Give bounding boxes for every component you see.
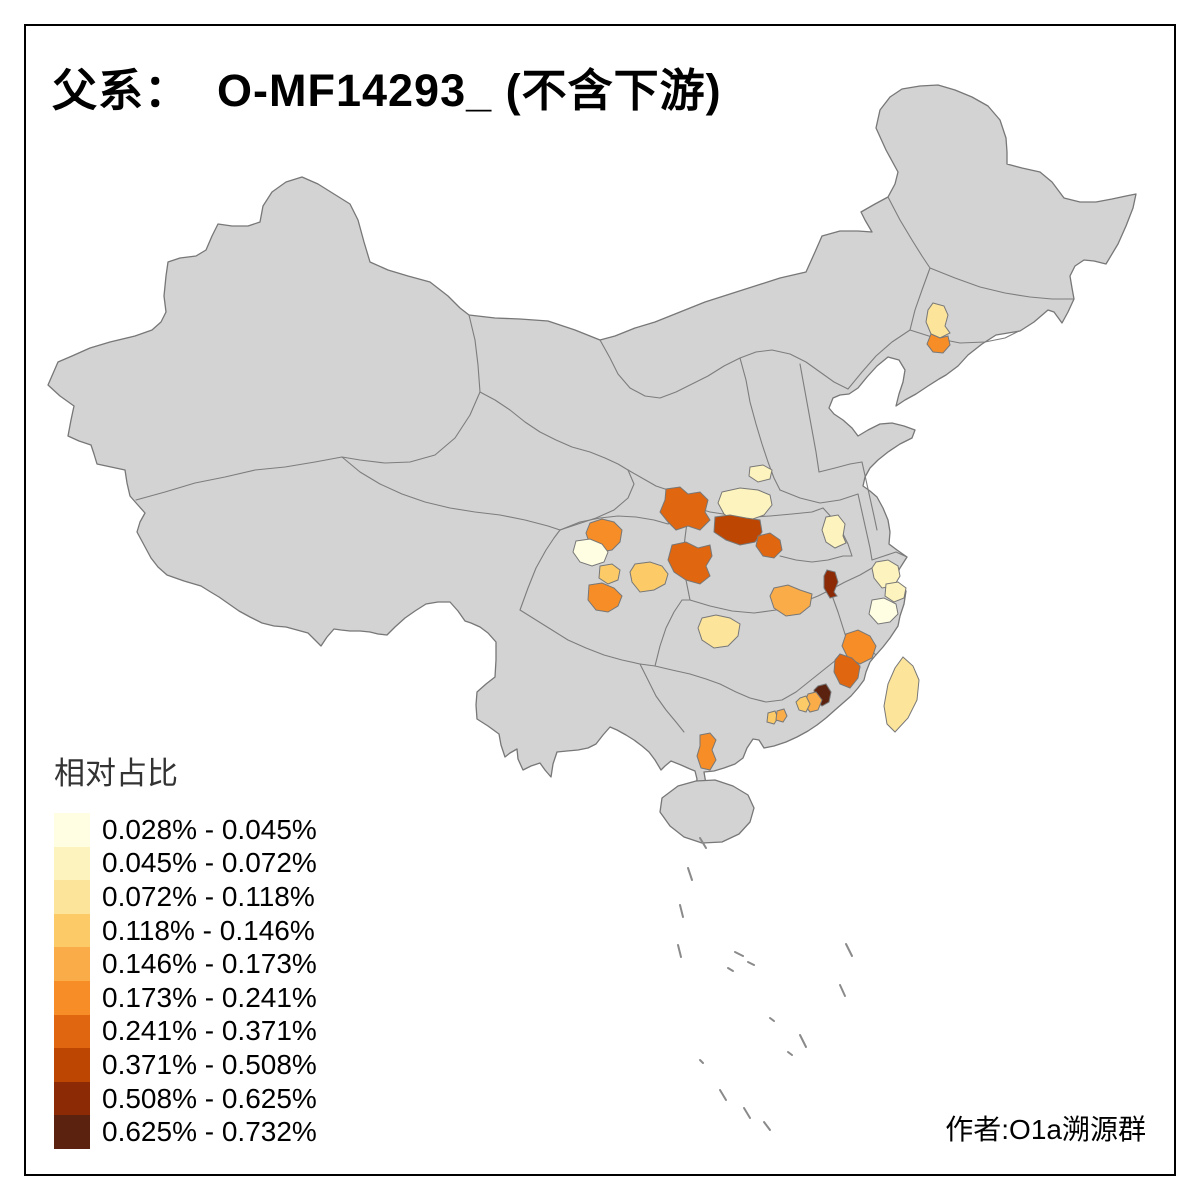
map-region-r03 xyxy=(659,486,711,531)
map-region-r27 xyxy=(775,708,788,723)
legend-row: 0.045% - 0.072% xyxy=(54,846,317,881)
map-region-r01 xyxy=(925,302,951,339)
legend-swatch xyxy=(54,980,90,1015)
map-region-r28 xyxy=(696,732,717,771)
legend-swatch xyxy=(54,1048,90,1082)
sea-islet-mark xyxy=(677,944,682,958)
map-region-r20 xyxy=(868,597,899,625)
hainan-island-shape xyxy=(659,779,755,844)
legend-range-label: 0.508% - 0.625% xyxy=(102,1082,317,1114)
map-region-r12 xyxy=(587,582,623,613)
map-region-r02 xyxy=(926,333,951,354)
legend-row: 0.508% - 0.625% xyxy=(54,1081,317,1116)
map-region-r22 xyxy=(833,653,861,689)
map-region-r26 xyxy=(766,710,779,725)
sea-islet-mark xyxy=(699,837,707,849)
sea-islet-mark xyxy=(743,1107,751,1119)
legend-range-label: 0.072% - 0.118% xyxy=(102,880,315,912)
legend-swatch xyxy=(54,846,90,881)
sea-islet-mark xyxy=(747,961,755,966)
plot-frame: 父系： O-MF14293_ (不含下游) 相对占比 0.028% - 0.04… xyxy=(24,24,1176,1176)
map-regions-layer xyxy=(572,302,951,771)
legend-row: 0.146% - 0.173% xyxy=(54,947,317,981)
legend-row: 0.241% - 0.371% xyxy=(54,1014,317,1049)
map-region-r13 xyxy=(629,561,669,593)
legend-range-label: 0.146% - 0.173% xyxy=(102,948,317,980)
map-region-r14 xyxy=(667,541,713,585)
map-region-r04 xyxy=(717,487,773,523)
legend-range-label: 0.241% - 0.371% xyxy=(102,1015,317,1047)
sea-islet-mark xyxy=(679,904,684,918)
province-borders xyxy=(135,196,1075,733)
legend-range-label: 0.173% - 0.241% xyxy=(102,981,317,1013)
author-credit: 作者:O1a溯源群 xyxy=(945,1114,1146,1145)
legend-range-label: 0.045% - 0.072% xyxy=(102,847,317,879)
map-region-r15 xyxy=(697,614,741,649)
sea-islet-mark xyxy=(727,967,734,972)
legend: 相对占比 0.028% - 0.045% 0.045% - 0.072% 0.072… xyxy=(54,748,317,1149)
sea-islet-mark xyxy=(839,984,846,997)
legend-title: 相对占比 xyxy=(54,756,178,791)
legend-row: 0.028% - 0.045% xyxy=(54,813,317,847)
legend-row: 0.118% - 0.146% xyxy=(54,913,317,948)
sea-islet-mark xyxy=(699,1059,704,1064)
legend-range-label: 0.028% - 0.045% xyxy=(102,813,317,845)
china-map xyxy=(47,84,1137,1131)
map-region-r16 xyxy=(769,584,813,617)
map-region-r08 xyxy=(821,514,847,549)
sea-islet-mark xyxy=(787,1051,793,1056)
sea-islet-mark xyxy=(687,867,693,881)
map-region-r10 xyxy=(572,538,609,567)
sea-islet-mark xyxy=(799,1034,807,1048)
legend-range-label: 0.625% - 0.732% xyxy=(102,1116,317,1148)
sea-islands-layer xyxy=(677,837,853,1131)
legend-swatch xyxy=(54,1115,90,1149)
legend-items: 0.028% - 0.045% 0.045% - 0.072% 0.072% - 0… xyxy=(54,813,317,1149)
legend-swatch xyxy=(54,913,90,948)
sea-islet-mark xyxy=(734,951,744,957)
map-region-r29 xyxy=(883,656,920,733)
legend-row: 0.625% - 0.732% xyxy=(54,1115,317,1149)
map-region-r05 xyxy=(748,464,773,483)
map-region-r07 xyxy=(755,532,783,559)
legend-range-label: 0.118% - 0.146% xyxy=(102,914,315,946)
legend-row: 0.072% - 0.118% xyxy=(54,880,317,914)
sea-islet-mark xyxy=(763,1121,771,1131)
map-region-r25 xyxy=(795,695,811,713)
legend-swatch xyxy=(54,880,90,914)
legend-swatch xyxy=(54,813,90,847)
land-layer xyxy=(47,84,1137,844)
china-mainland-shape xyxy=(47,84,1137,800)
sea-islet-mark xyxy=(769,1017,775,1022)
sea-islet-mark xyxy=(719,1089,727,1101)
plot-title: 父系： O-MF14293_ (不含下游) xyxy=(52,65,722,116)
map-region-r21 xyxy=(841,629,877,665)
legend-range-label: 0.371% - 0.508% xyxy=(102,1048,317,1080)
sea-islet-mark xyxy=(845,943,853,957)
legend-swatch xyxy=(54,1081,90,1116)
map-region-r17 xyxy=(823,569,839,599)
legend-row: 0.173% - 0.241% xyxy=(54,980,317,1015)
map-region-r19 xyxy=(884,581,907,603)
legend-swatch xyxy=(54,1014,90,1049)
legend-swatch xyxy=(54,947,90,981)
legend-row: 0.371% - 0.508% xyxy=(54,1048,317,1082)
map-region-r11 xyxy=(598,563,621,585)
